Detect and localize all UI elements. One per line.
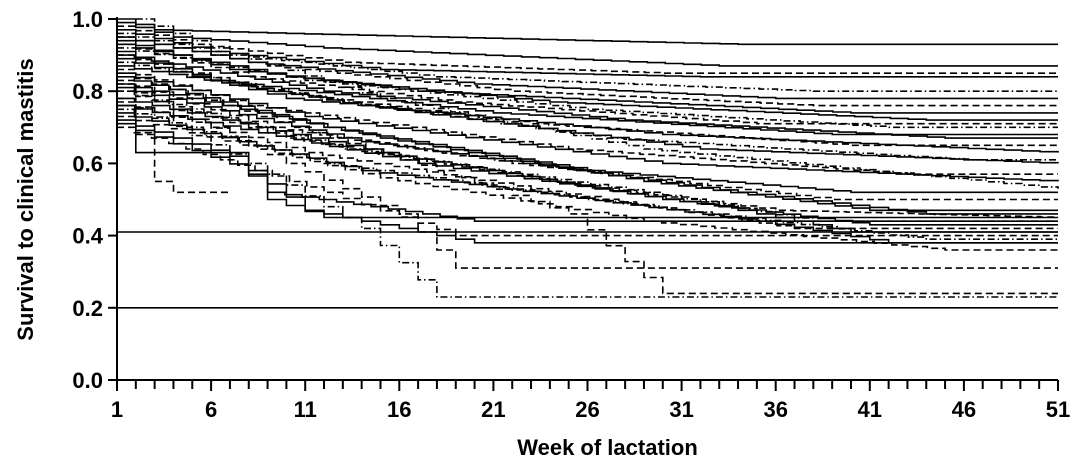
survival-curve <box>117 50 1058 136</box>
survival-curve <box>135 18 1059 189</box>
survival-curve <box>117 115 1058 251</box>
survival-curve <box>117 47 1058 129</box>
survival-curve <box>117 32 1058 92</box>
survival-curve <box>117 72 1059 182</box>
survival-curve <box>117 104 1058 219</box>
survival-curve <box>117 18 1058 46</box>
x-tick-label: 51 <box>1046 397 1070 422</box>
survival-curve <box>117 57 1059 153</box>
survival-curve <box>117 36 1058 100</box>
x-tick-label: 11 <box>294 397 317 422</box>
survival-curve <box>117 43 1058 125</box>
x-axis-title: Week of lactation <box>517 435 698 460</box>
survival-curve <box>135 133 230 194</box>
x-tick-label: 6 <box>205 397 217 422</box>
y-tick-label: 0.6 <box>72 151 103 176</box>
survival-curve <box>117 126 1058 237</box>
x-tick-label: 36 <box>763 397 787 422</box>
survival-curve <box>117 54 1058 147</box>
x-tick-label: 46 <box>952 397 976 422</box>
survival-curve <box>117 119 1058 222</box>
y-tick-label: 0.0 <box>72 368 103 393</box>
survival-curve <box>117 72 1058 295</box>
series-layer <box>117 18 1059 309</box>
survival-curve <box>117 21 1058 67</box>
survival-curve <box>117 86 1058 215</box>
y-tick-label: 0.4 <box>72 224 103 249</box>
x-tick-label: 26 <box>575 397 599 422</box>
x-tick-label: 41 <box>858 397 882 422</box>
survival-curve <box>117 122 1058 244</box>
survival-curve <box>117 54 1058 139</box>
survival-curve <box>117 83 1058 269</box>
survival-curve <box>117 65 1059 164</box>
x-tick-label: 31 <box>669 397 693 422</box>
labels-layer: 0.00.20.40.60.81.01 6 11 16 21 26 31 36 41 46 51 <box>72 7 1070 422</box>
y-tick-label: 1.0 <box>72 7 103 32</box>
survival-curve <box>117 97 1058 226</box>
x-tick-label: 16 <box>387 397 411 422</box>
x-tick-label: 1 <box>111 397 123 422</box>
survival-curve <box>117 97 1058 298</box>
ticks-layer <box>108 18 1059 391</box>
y-axis-title: Survival to clinical mastitis <box>13 58 38 340</box>
survival-curve <box>117 25 1058 74</box>
survival-curve <box>117 79 1058 201</box>
y-tick-label: 0.2 <box>72 296 103 321</box>
y-tick-label: 0.8 <box>72 79 103 104</box>
x-tick-label: 21 <box>481 397 505 422</box>
